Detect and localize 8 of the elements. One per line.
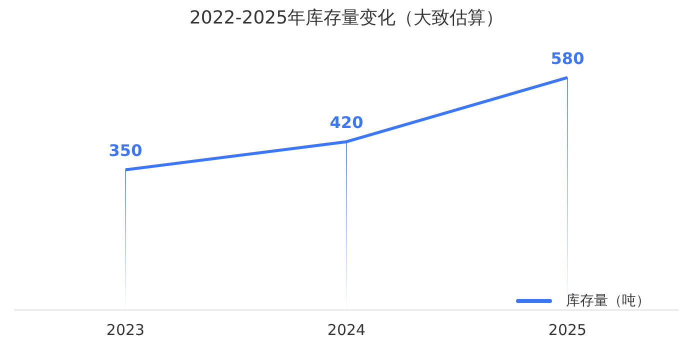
x-tick-label: 2024 (327, 320, 366, 339)
x-tick-label: 2023 (106, 320, 145, 339)
data-label: 580 (550, 48, 584, 68)
data-label: 420 (330, 112, 364, 132)
data-label: 350 (108, 140, 142, 160)
legend-label: 库存量（吨） (566, 292, 650, 310)
x-tick-label: 2025 (548, 320, 587, 339)
chart-title: 2022-2025年库存量变化（大致估算） (189, 7, 504, 28)
